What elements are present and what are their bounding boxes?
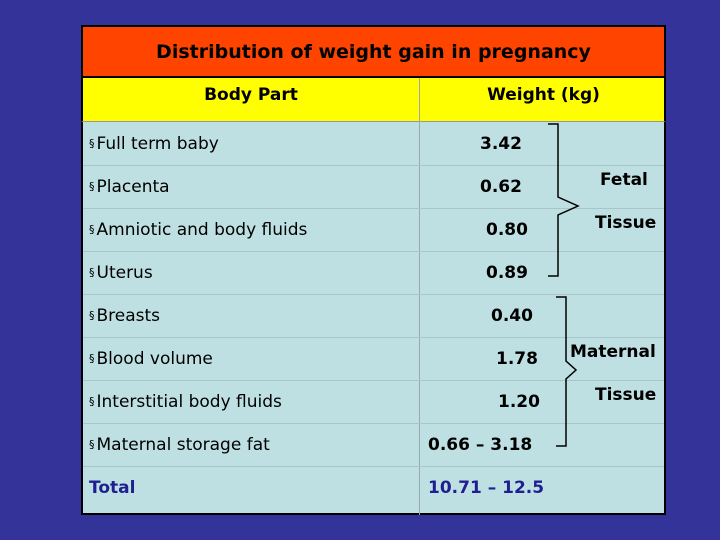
table-row: § Interstitial body fluids 1.20: [83, 380, 664, 424]
table-row: § Full term baby 3.42: [83, 122, 664, 166]
table-row: § Breasts 0.40: [83, 294, 664, 338]
body-part-cell: § Interstitial body fluids: [89, 391, 282, 412]
table-row: § Uterus 0.89: [83, 251, 664, 295]
maternal-label-2: Tissue: [595, 385, 657, 405]
fetal-label-2: Tissue: [595, 213, 657, 233]
weight-cell: 1.78: [496, 348, 538, 369]
table-row: § Blood volume 1.78: [83, 337, 664, 381]
fetal-bracket: [548, 123, 580, 277]
body-part-cell: § Blood volume: [89, 348, 213, 369]
weight-cell: 3.42: [480, 133, 522, 154]
body-part-cell: § Amniotic and body fluids: [89, 219, 308, 240]
table-row: § Placenta 0.62: [83, 165, 664, 209]
maternal-bracket: [556, 296, 578, 447]
table-row: § Amniotic and body fluids 0.80: [83, 208, 664, 252]
maternal-label: Maternal: [570, 342, 656, 362]
weight-cell: 0.40: [491, 305, 533, 326]
body-part-cell: § Maternal storage fat: [89, 434, 270, 455]
header-weight: Weight (kg): [487, 85, 600, 105]
weight-cell: 0.89: [486, 262, 528, 283]
weight-cell: 0.62: [480, 176, 522, 197]
fetal-label: Fetal: [600, 170, 648, 190]
weight-cell: 1.20: [498, 391, 540, 412]
body-part-cell: § Full term baby: [89, 133, 219, 154]
weight-cell: 0.80: [486, 219, 528, 240]
column-divider: [419, 78, 420, 515]
weight-cell: 0.66 – 3.18: [428, 434, 533, 455]
total-weight: 10.71 – 12.5: [428, 477, 545, 498]
total-row: Total 10.71 – 12.5: [83, 466, 664, 509]
table-title: Distribution of weight gain in pregnancy: [81, 25, 666, 78]
header-body-part: Body Part: [204, 85, 298, 105]
table-row: § Maternal storage fat 0.66 – 3.18: [83, 423, 664, 467]
body-part-cell: § Breasts: [89, 305, 161, 326]
table-header: Body Part Weight (kg): [81, 78, 666, 122]
body-part-cell: § Placenta: [89, 176, 170, 197]
body-part-cell: § Uterus: [89, 262, 153, 283]
total-label: Total: [89, 477, 136, 498]
